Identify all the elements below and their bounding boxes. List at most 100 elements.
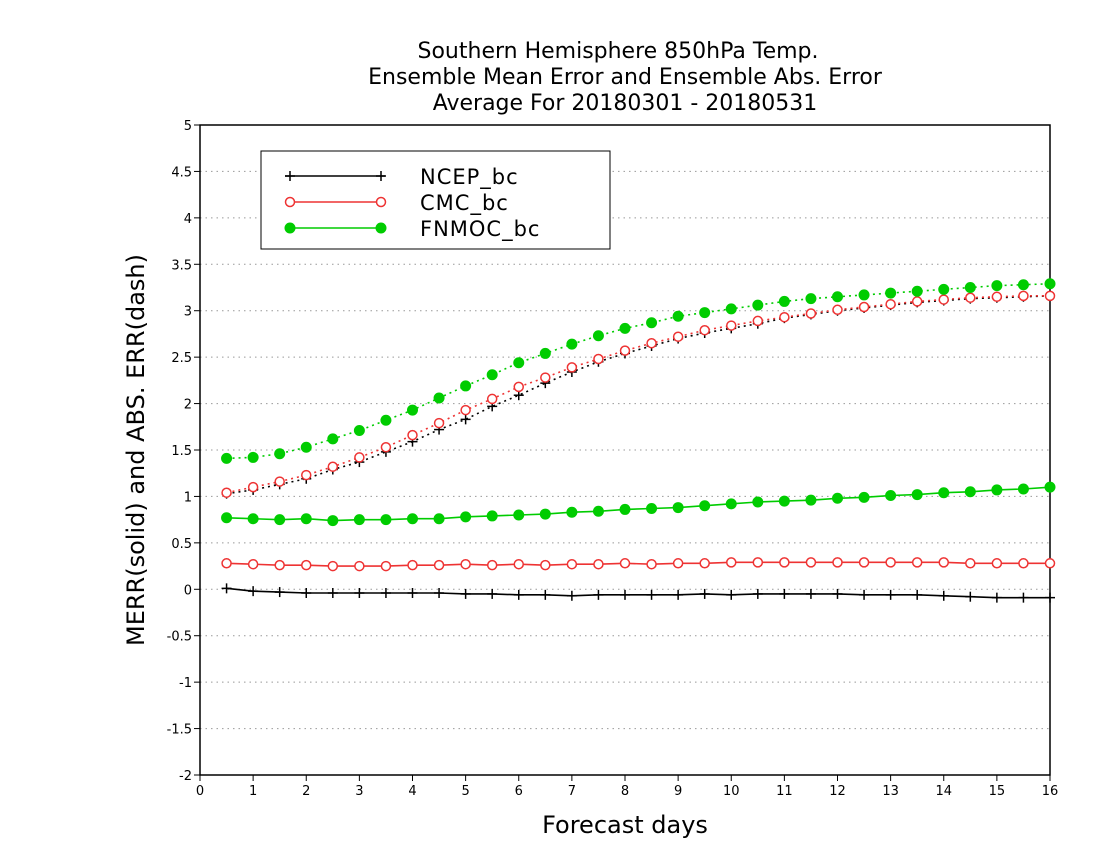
cmc_bc-merr-point xyxy=(699,558,710,569)
ncep_bc-merr-point xyxy=(859,589,870,600)
cmc_bc-merr-point xyxy=(460,558,471,570)
cmc_bc-abs-err-point xyxy=(726,320,737,331)
x-tick-label: 16 xyxy=(1042,784,1059,799)
cmc_bc-merr-point xyxy=(540,559,551,571)
cmc_bc-merr-point xyxy=(858,557,870,568)
fnmoc_bc-abs-err-point xyxy=(513,357,525,369)
fnmoc_bc-abs-err-point xyxy=(752,299,764,311)
chart-title: Southern Hemisphere 850hPa Temp. Ensembl… xyxy=(368,39,883,116)
y-tick-label: 2 xyxy=(184,398,192,413)
cmc_bc-abs-err-point xyxy=(1044,290,1056,302)
ncep_bc-merr-point xyxy=(620,589,630,600)
ncep_bc-merr-point xyxy=(991,592,1002,603)
fnmoc_bc-abs-err-point xyxy=(725,303,737,315)
cmc_bc-merr-point xyxy=(911,557,923,568)
y-tick-label: 4.5 xyxy=(171,165,192,180)
cmc_bc-merr-point xyxy=(832,557,843,568)
cmc_bc-abs-err-point xyxy=(540,372,551,383)
x-tick-label: 14 xyxy=(935,784,952,799)
legend-marker-right xyxy=(376,171,386,181)
fnmoc_bc-abs-err-point xyxy=(964,282,976,293)
x-axis: 0 1 2 3 4 5 6 7 8 9 10 11 12 13 14 15 16 xyxy=(196,775,1058,799)
fnmoc_bc-merr-point xyxy=(885,490,897,501)
cmc_bc-merr-line xyxy=(226,561,1050,567)
legend-marker-left xyxy=(284,222,296,234)
fnmoc_bc-merr-point xyxy=(1044,481,1056,493)
fnmoc_bc-merr-line xyxy=(226,486,1051,522)
fnmoc_bc-abs-err-point xyxy=(566,338,578,350)
fnmoc_bc-merr-point xyxy=(911,489,923,501)
y-tick-label: -1.5 xyxy=(167,723,192,738)
x-tick-label: 6 xyxy=(515,784,523,799)
fnmoc_bc-abs-err-point xyxy=(778,295,790,307)
fnmoc_bc-merr-point xyxy=(353,514,365,526)
fnmoc_bc-abs-err-point xyxy=(433,392,445,404)
x-tick-label: 5 xyxy=(461,784,469,799)
cmc_bc-abs-err-point xyxy=(460,404,471,416)
chart-title-line-3: Average For 20180301 - 20180531 xyxy=(433,91,818,116)
cmc_bc-merr-point xyxy=(991,558,1003,569)
legend-label: CMC_bc xyxy=(420,191,509,216)
legend-entry-cmc_bc: CMC_bc xyxy=(284,191,509,216)
x-tick-label: 10 xyxy=(723,784,740,799)
fnmoc_bc-abs-err-point xyxy=(672,310,684,322)
cmc_bc-abs-err-point xyxy=(885,298,896,310)
fnmoc_bc-merr-point xyxy=(725,498,737,510)
x-tick-label: 13 xyxy=(882,784,899,799)
ncep_bc-merr-point xyxy=(513,589,524,600)
cmc_bc-merr-point xyxy=(327,560,339,572)
y-tick-label: 1.5 xyxy=(171,444,192,459)
x-tick-label: 8 xyxy=(621,784,629,799)
fnmoc_bc-merr-point xyxy=(539,508,551,520)
fnmoc_bc-abs-err-point xyxy=(300,441,312,453)
x-tick-label: 2 xyxy=(302,784,310,799)
fnmoc_bc-merr-point xyxy=(646,503,658,514)
fnmoc_bc-merr-point xyxy=(938,487,950,499)
ncep_bc-merr-point xyxy=(540,589,551,600)
cmc_bc-merr-point xyxy=(247,558,259,570)
y-axis: -2 -1.5 -1 -0.5 0 0.5 1 1.5 2 2.5 3 3.5 4 4.5 5 xyxy=(167,119,200,784)
x-tick-label: 7 xyxy=(568,784,576,799)
series-layer xyxy=(221,278,1056,603)
cmc_bc-merr-point xyxy=(779,557,790,568)
cmc_bc-merr-point xyxy=(646,558,657,570)
fnmoc_bc-abs-err-point xyxy=(460,380,472,392)
cmc_bc-merr-point xyxy=(672,558,684,569)
fnmoc_bc-abs-err-point xyxy=(407,404,418,416)
ncep_bc-merr-point xyxy=(460,588,471,599)
fnmoc_bc-abs-err-point xyxy=(380,414,392,426)
ncep_bc-merr-point xyxy=(699,588,710,599)
legend-box xyxy=(260,150,611,250)
y-tick-label: -2 xyxy=(179,769,192,784)
cmc_bc-merr-point xyxy=(433,559,445,571)
chart-title-line-1: Southern Hemisphere 850hPa Temp. xyxy=(418,39,819,64)
cmc_bc-abs-err-point xyxy=(805,308,817,319)
x-tick-label: 12 xyxy=(829,784,846,799)
chart-title-line-2: Ensemble Mean Error and Ensemble Abs. Er… xyxy=(368,65,883,90)
x-tick-label: 4 xyxy=(408,784,416,799)
legend-marker-left xyxy=(285,171,295,181)
cmc_bc-merr-point xyxy=(513,558,524,570)
cmc_bc-abs-err-point xyxy=(247,481,259,493)
fnmoc_bc-abs-err-point xyxy=(327,433,339,445)
cmc_bc-merr-point xyxy=(301,559,312,571)
cmc_bc-abs-err-point xyxy=(593,353,604,365)
ncep_bc-merr-point xyxy=(965,591,976,602)
fnmoc_bc-abs-err-point xyxy=(991,280,1003,292)
cmc_bc-abs-err-point xyxy=(566,362,578,373)
ncep_bc-merr-point xyxy=(912,589,923,600)
fnmoc_bc-abs-err-point xyxy=(885,287,897,299)
cmc_bc-merr-point xyxy=(938,557,949,568)
legend-marker-left xyxy=(284,196,296,208)
ncep_bc-merr-point xyxy=(832,588,843,599)
ncep_bc-merr-point xyxy=(752,588,763,599)
cmc_bc-merr-point xyxy=(885,557,896,568)
cmc_bc-merr-point xyxy=(407,559,418,571)
y-tick-label: -1 xyxy=(179,676,192,691)
fnmoc_bc-abs-err-point xyxy=(1044,278,1056,290)
cmc_bc-abs-err-point xyxy=(1018,290,1029,302)
fnmoc_bc-merr-point xyxy=(964,486,976,498)
x-axis-label: Forecast days xyxy=(542,811,708,839)
